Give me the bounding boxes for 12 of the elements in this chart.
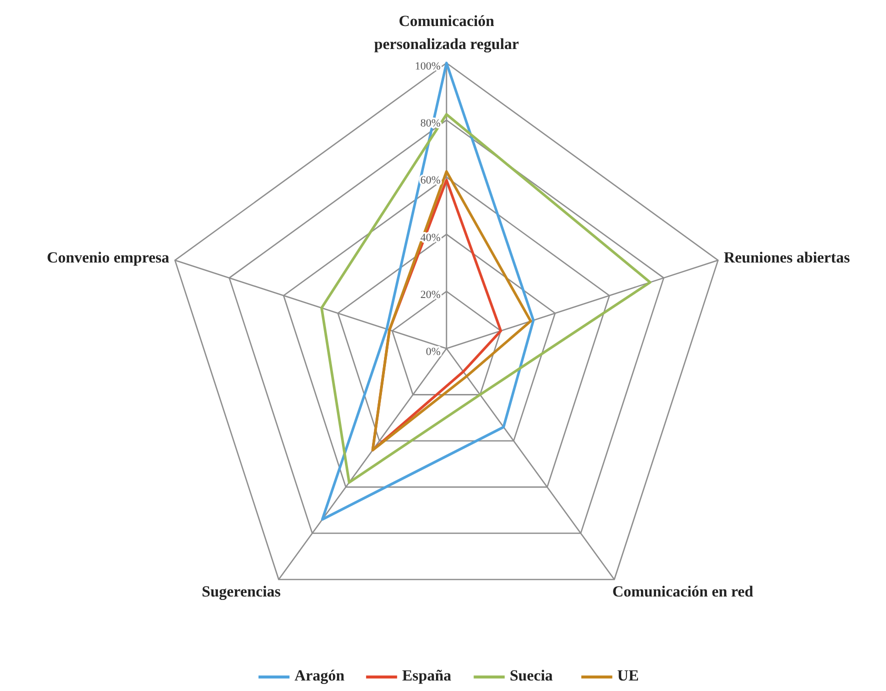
spoke-label: Comunicación en red — [612, 582, 754, 600]
spoke-label: Comunicación personalizada regular — [374, 12, 520, 53]
legend-label: UE — [617, 668, 639, 685]
spoke-label: Convenio empresa — [46, 248, 170, 266]
legend-label: Suecia — [510, 668, 554, 685]
spoke-label: Reuniones abiertas — [724, 248, 850, 266]
legend-label: Aragón — [294, 668, 345, 685]
y-tick-label: 20% — [420, 288, 440, 301]
y-tick-label: 0% — [426, 346, 440, 358]
y-tick-label: 100% — [414, 60, 440, 73]
spoke-label: Sugerencias — [202, 582, 281, 600]
legend-label: España — [402, 668, 452, 685]
